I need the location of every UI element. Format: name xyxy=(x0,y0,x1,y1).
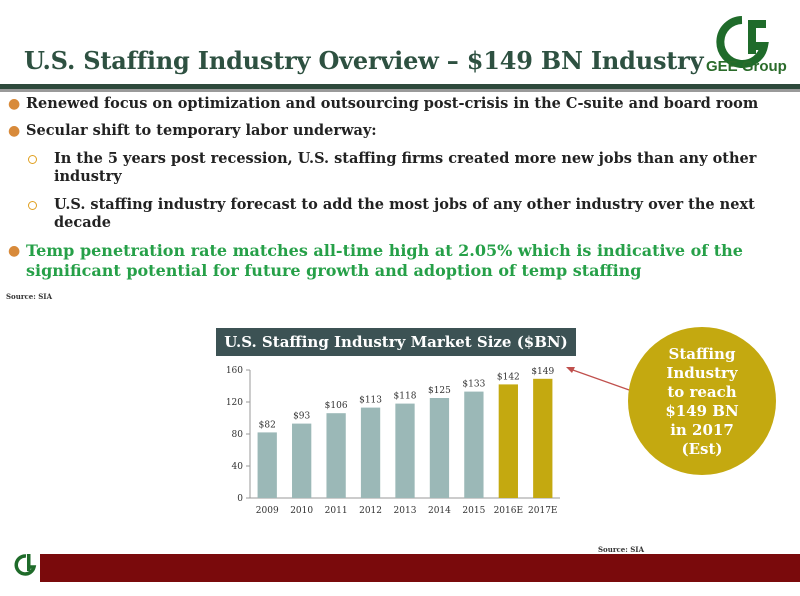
x-tick-label: 2010 xyxy=(290,506,313,516)
x-tick-label: 2014 xyxy=(428,506,451,516)
sub-bullet-icon xyxy=(28,201,37,210)
x-tick-label: 2012 xyxy=(359,506,382,516)
bar xyxy=(464,391,484,498)
sub-bullet-icon xyxy=(28,155,37,164)
bar xyxy=(257,432,277,498)
title-rule-shadow xyxy=(0,89,800,92)
bar-value-label: $142 xyxy=(497,372,520,382)
highlight-text: Temp penetration rate matches all-time h… xyxy=(26,241,743,260)
highlight-text: significant potential for future growth … xyxy=(26,261,642,280)
bullet-text: Renewed focus on optimization and outsou… xyxy=(26,95,759,112)
slide-title: U.S. Staffing Industry Overview – $149 B… xyxy=(24,46,704,75)
y-tick-label: 0 xyxy=(237,494,243,504)
bar xyxy=(326,413,346,498)
market-size-chart: U.S. Staffing Industry Market Size ($BN)… xyxy=(210,328,576,524)
bar xyxy=(498,384,518,498)
bar-value-label: $118 xyxy=(394,392,417,402)
footer-logo-icon xyxy=(12,550,38,584)
callout-text: in 2017 xyxy=(670,421,734,439)
bar-value-label: $106 xyxy=(325,401,348,411)
y-tick-label: 40 xyxy=(232,462,244,472)
x-tick-label: 2013 xyxy=(394,506,417,516)
bar xyxy=(429,398,450,498)
bar-value-label: $125 xyxy=(428,386,451,396)
sub-bullet-text: In the 5 years post recession, U.S. staf… xyxy=(54,150,757,167)
callout-arrow xyxy=(566,367,633,392)
source-note: Source: SIA xyxy=(6,292,52,301)
callout-text: Staffing xyxy=(668,345,736,363)
source-note: Source: SIA xyxy=(598,545,644,554)
callout-text: Industry xyxy=(666,364,738,382)
x-tick-label: 2017E xyxy=(528,506,557,516)
y-tick-label: 120 xyxy=(226,398,243,408)
logo-text: GEE Group xyxy=(706,58,787,75)
callout-text: to reach xyxy=(667,383,737,401)
sub-bullet-text: decade xyxy=(54,214,111,231)
bar-value-label: $113 xyxy=(359,396,382,406)
footer-bar xyxy=(40,554,800,582)
bar xyxy=(292,423,312,498)
bullet-icon: ● xyxy=(8,96,21,112)
y-tick-label: 160 xyxy=(226,366,243,376)
bar-value-label: $149 xyxy=(531,367,554,377)
bullet-text: Secular shift to temporary labor underwa… xyxy=(26,122,377,139)
chart-plot: 0 40 80 120 160 $82 2009 $93 2010 $106 2011 $113 201… xyxy=(226,366,560,516)
bullet-icon: ● xyxy=(8,243,21,259)
bar-value-label: $82 xyxy=(259,420,276,430)
callout-circle: Staffing Industry to reach $149 BN in 20… xyxy=(628,327,776,475)
x-tick-label: 2016E xyxy=(494,506,523,516)
x-tick-label: 2011 xyxy=(325,506,348,516)
callout-text: $149 BN xyxy=(665,402,739,420)
gee-group-logo-icon xyxy=(716,16,769,68)
y-tick-label: 80 xyxy=(232,430,244,440)
sub-bullet-text: industry xyxy=(54,168,122,185)
callout-text: (Est) xyxy=(681,440,723,458)
sub-bullet-text: U.S. staffing industry forecast to add t… xyxy=(54,196,755,213)
chart-title: U.S. Staffing Industry Market Size ($BN) xyxy=(216,328,576,356)
bar-value-label: $93 xyxy=(293,412,310,422)
bullet-icon: ● xyxy=(8,123,21,139)
title-rule xyxy=(0,84,800,89)
bar xyxy=(360,407,381,498)
bar xyxy=(395,403,415,498)
x-tick-label: 2009 xyxy=(256,506,279,516)
bar xyxy=(533,378,553,498)
bar-value-label: $133 xyxy=(462,380,485,390)
x-tick-label: 2015 xyxy=(462,506,485,516)
